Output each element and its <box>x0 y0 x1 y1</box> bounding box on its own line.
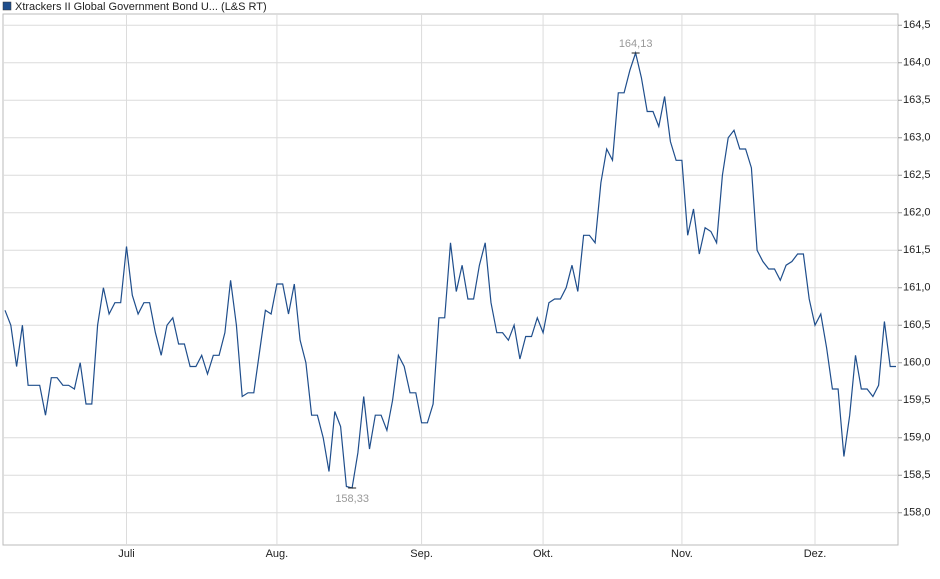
y-tick-label: 162,0 <box>903 207 931 219</box>
y-tick-label: 164,0 <box>903 57 931 69</box>
plot-frame <box>2 13 899 546</box>
x-tick-label: Dez. <box>804 548 827 560</box>
legend-swatch <box>2 1 12 11</box>
x-tick-label: Nov. <box>671 548 693 560</box>
value-label: 164,13 <box>619 38 653 50</box>
x-tick-label: Sep. <box>410 548 433 560</box>
y-tick-label: 163,5 <box>903 94 931 106</box>
x-tick-label: Aug. <box>266 548 289 560</box>
y-tick-label: 162,5 <box>903 169 931 181</box>
y-tick-label: 161,5 <box>903 244 931 256</box>
y-tick-label: 161,0 <box>903 282 931 294</box>
y-tick-label: 158,0 <box>903 507 931 519</box>
y-tick-label: 159,5 <box>903 394 931 406</box>
value-label: 158,33 <box>335 493 369 505</box>
y-tick-label: 160,0 <box>903 357 931 369</box>
y-tick-label: 163,0 <box>903 132 931 144</box>
y-tick-label: 158,5 <box>903 469 931 481</box>
price-line <box>4 50 896 489</box>
legend-label: Xtrackers II Global Government Bond U...… <box>15 1 267 13</box>
y-tick-label: 159,0 <box>903 432 931 444</box>
y-tick-label: 164,5 <box>903 19 931 31</box>
x-tick-label: Okt. <box>533 548 553 560</box>
x-tick-label: Juli <box>118 548 135 560</box>
y-tick-label: 160,5 <box>903 319 931 331</box>
